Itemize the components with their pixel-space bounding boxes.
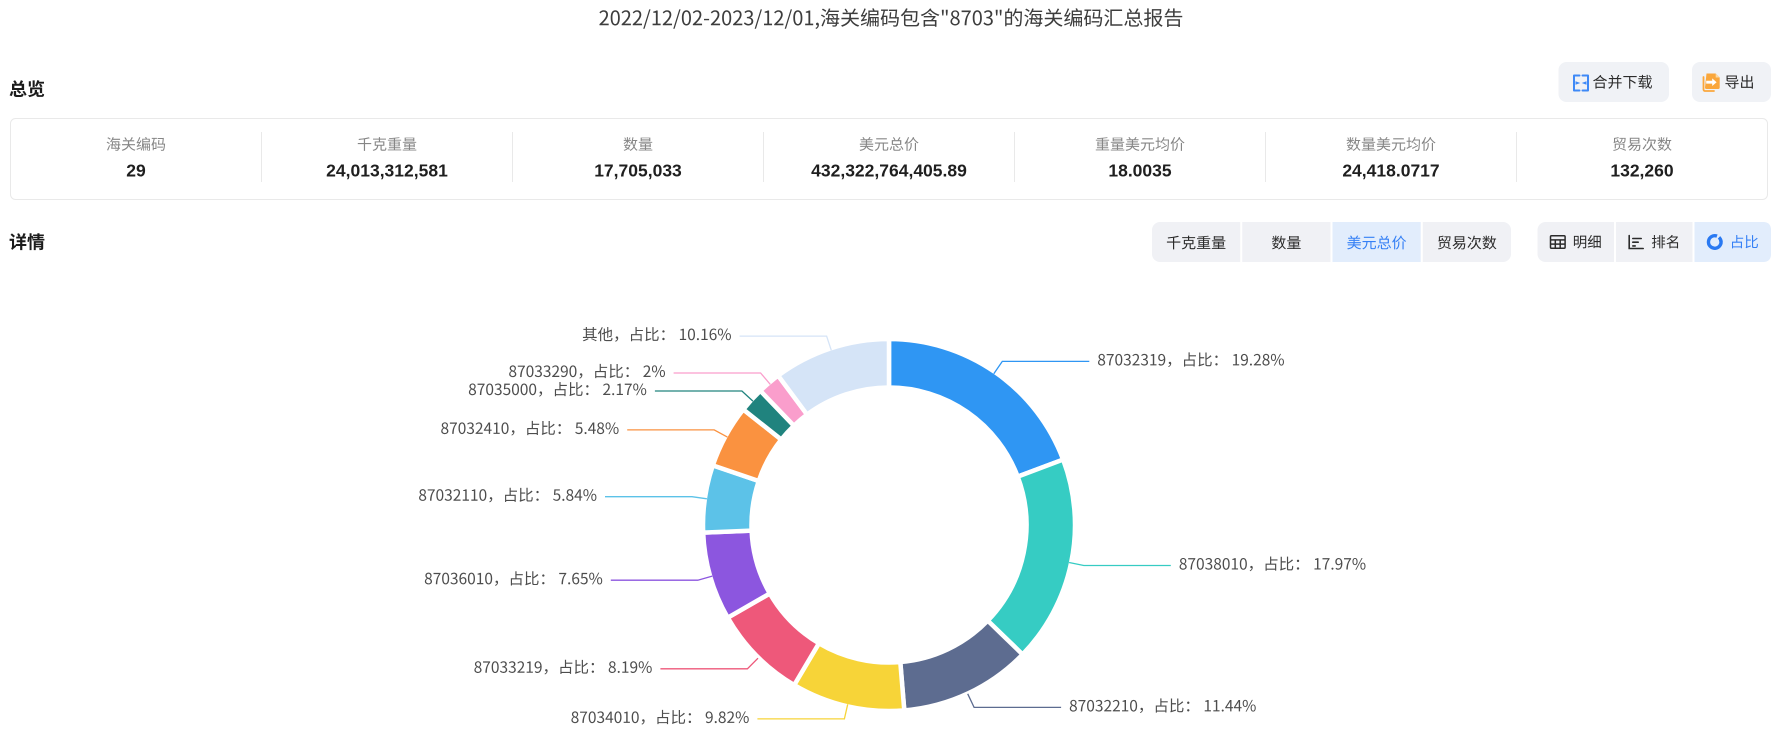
svg-text:132,260: 132,260: [1610, 161, 1674, 181]
svg-text:29: 29: [126, 161, 146, 181]
svg-text:24,013,312,581: 24,013,312,581: [326, 161, 448, 181]
svg-text:24,418.0717: 24,418.0717: [1342, 161, 1439, 181]
svg-text:17,705,033: 17,705,033: [594, 161, 682, 181]
svg-text:18.0035: 18.0035: [1108, 161, 1172, 181]
svg-text:432,322,764,405.89: 432,322,764,405.89: [811, 161, 967, 181]
